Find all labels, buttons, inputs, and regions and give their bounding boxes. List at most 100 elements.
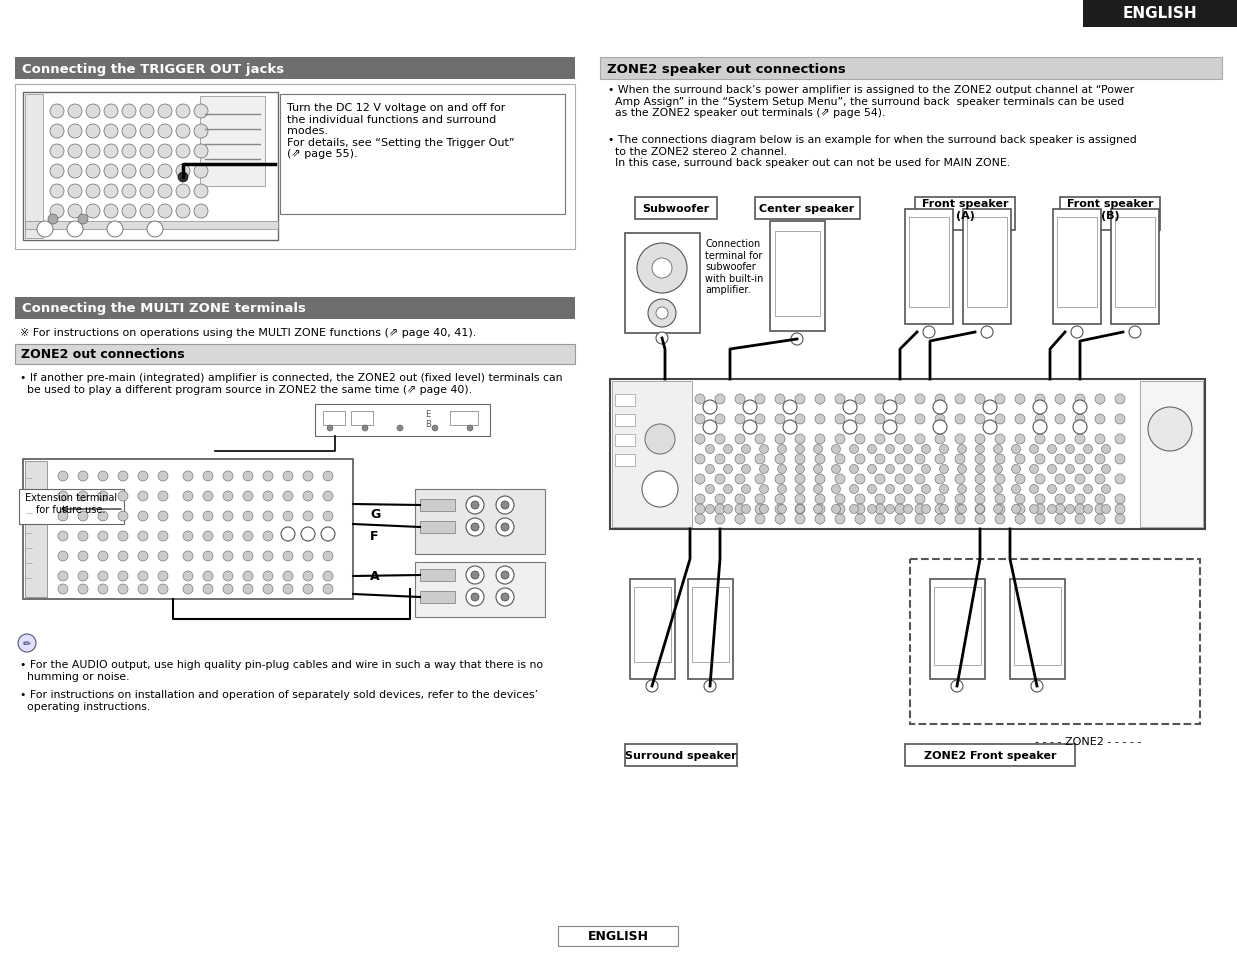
Circle shape bbox=[1075, 515, 1085, 524]
Circle shape bbox=[122, 165, 136, 179]
Circle shape bbox=[183, 572, 193, 581]
Circle shape bbox=[466, 588, 484, 606]
Bar bbox=[25, 461, 47, 598]
Bar bbox=[414, 490, 546, 555]
Circle shape bbox=[735, 504, 745, 515]
Circle shape bbox=[993, 505, 1002, 514]
Circle shape bbox=[87, 185, 100, 199]
Circle shape bbox=[715, 504, 725, 515]
Circle shape bbox=[795, 515, 805, 524]
Circle shape bbox=[760, 505, 768, 514]
Circle shape bbox=[815, 415, 825, 424]
Circle shape bbox=[122, 185, 136, 199]
Circle shape bbox=[139, 552, 148, 561]
Circle shape bbox=[303, 552, 313, 561]
Circle shape bbox=[935, 415, 945, 424]
Circle shape bbox=[194, 125, 208, 139]
Circle shape bbox=[814, 485, 823, 494]
Circle shape bbox=[814, 445, 823, 454]
Bar bbox=[688, 579, 734, 679]
Circle shape bbox=[815, 515, 825, 524]
Circle shape bbox=[875, 435, 884, 444]
Text: —: — bbox=[26, 490, 33, 496]
Circle shape bbox=[903, 485, 913, 494]
Circle shape bbox=[242, 584, 254, 595]
Bar bbox=[769, 222, 825, 332]
Text: ✏: ✏ bbox=[24, 639, 31, 648]
Bar bbox=[25, 222, 278, 230]
Bar bbox=[1014, 587, 1061, 665]
Circle shape bbox=[1012, 505, 1021, 514]
Circle shape bbox=[303, 532, 313, 541]
Bar bbox=[915, 198, 1016, 231]
Circle shape bbox=[976, 445, 985, 454]
Bar bbox=[930, 579, 985, 679]
Circle shape bbox=[49, 105, 64, 119]
Bar bbox=[612, 381, 691, 527]
Circle shape bbox=[795, 504, 805, 515]
Bar bbox=[1115, 218, 1155, 308]
Circle shape bbox=[695, 395, 705, 405]
Circle shape bbox=[68, 105, 82, 119]
Circle shape bbox=[98, 532, 108, 541]
Circle shape bbox=[98, 552, 108, 561]
Circle shape bbox=[957, 505, 966, 514]
Circle shape bbox=[223, 512, 233, 521]
Circle shape bbox=[875, 495, 884, 504]
Text: Connecting the TRIGGER OUT jacks: Connecting the TRIGGER OUT jacks bbox=[22, 63, 285, 75]
Circle shape bbox=[223, 472, 233, 481]
Circle shape bbox=[1029, 505, 1039, 514]
Text: F: F bbox=[370, 530, 379, 542]
Circle shape bbox=[776, 435, 785, 444]
Circle shape bbox=[1075, 435, 1085, 444]
Circle shape bbox=[78, 584, 88, 595]
Text: Connection
terminal for
subwoofer
with built-in
amplifier.: Connection terminal for subwoofer with b… bbox=[705, 239, 763, 295]
Circle shape bbox=[648, 299, 675, 328]
Circle shape bbox=[975, 415, 985, 424]
Bar bbox=[1060, 198, 1160, 231]
Circle shape bbox=[922, 485, 930, 494]
Circle shape bbox=[778, 465, 787, 474]
Circle shape bbox=[783, 400, 797, 415]
Circle shape bbox=[139, 512, 148, 521]
Circle shape bbox=[735, 475, 745, 484]
Circle shape bbox=[1055, 495, 1065, 504]
Circle shape bbox=[995, 455, 1004, 464]
Circle shape bbox=[695, 415, 705, 424]
Circle shape bbox=[995, 395, 1004, 405]
Circle shape bbox=[915, 455, 925, 464]
Circle shape bbox=[87, 145, 100, 159]
Circle shape bbox=[957, 485, 966, 494]
Text: Extension terminal
for future use.: Extension terminal for future use. bbox=[25, 493, 118, 514]
Bar bbox=[630, 579, 675, 679]
Circle shape bbox=[955, 435, 965, 444]
Text: ※ For instructions on operations using the MULTI ZONE functions (⇗ page 40, 41).: ※ For instructions on operations using t… bbox=[20, 328, 476, 337]
Circle shape bbox=[760, 465, 768, 474]
Bar bbox=[24, 92, 278, 241]
Circle shape bbox=[855, 435, 865, 444]
Circle shape bbox=[183, 472, 193, 481]
Text: A: A bbox=[370, 569, 380, 582]
Circle shape bbox=[875, 415, 884, 424]
Circle shape bbox=[896, 515, 905, 524]
Circle shape bbox=[1095, 455, 1105, 464]
Circle shape bbox=[68, 125, 82, 139]
Circle shape bbox=[263, 552, 273, 561]
Circle shape bbox=[755, 455, 764, 464]
Circle shape bbox=[283, 552, 293, 561]
Text: Turn the DC 12 V voltage on and off for
the individual functions and surround
mo: Turn the DC 12 V voltage on and off for … bbox=[287, 103, 515, 159]
Circle shape bbox=[735, 415, 745, 424]
Circle shape bbox=[158, 572, 168, 581]
Circle shape bbox=[139, 472, 148, 481]
Circle shape bbox=[842, 420, 857, 435]
Circle shape bbox=[704, 680, 716, 692]
Circle shape bbox=[795, 475, 805, 484]
Bar bbox=[909, 218, 949, 308]
Circle shape bbox=[78, 512, 88, 521]
Circle shape bbox=[776, 455, 785, 464]
Circle shape bbox=[501, 501, 508, 510]
Circle shape bbox=[935, 395, 945, 405]
Text: • For the AUDIO output, use high quality pin-plug cables and wire in such a way : • For the AUDIO output, use high quality… bbox=[20, 659, 543, 680]
Circle shape bbox=[975, 435, 985, 444]
Bar bbox=[934, 587, 981, 665]
